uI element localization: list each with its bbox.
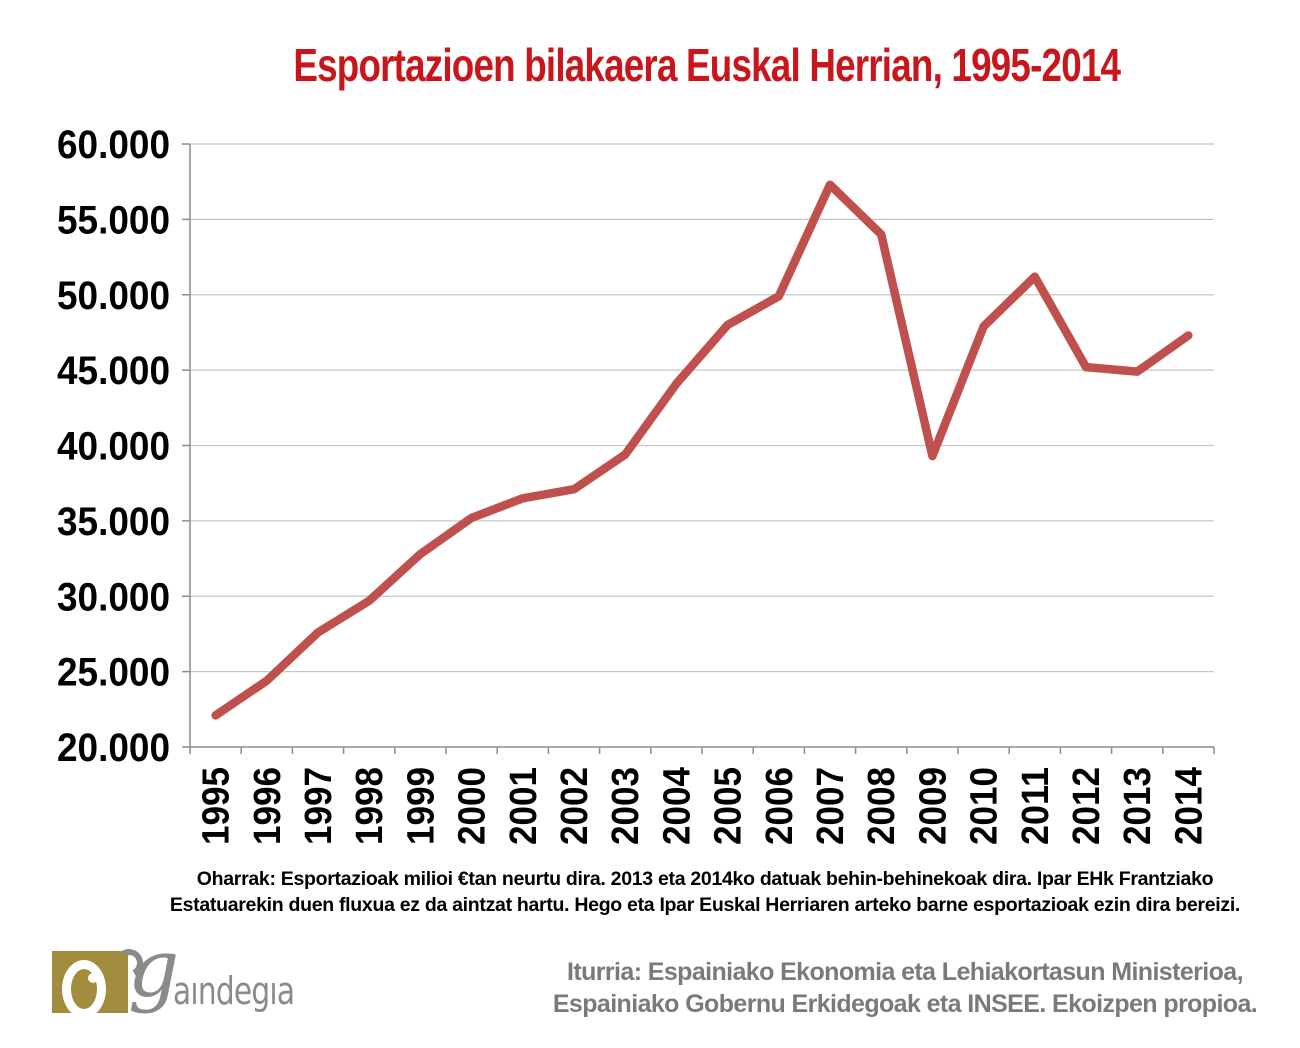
x-axis-label: 2014: [1168, 767, 1210, 845]
x-axis-label: 2011: [1015, 767, 1057, 845]
x-axis-label: 1997: [298, 767, 340, 845]
x-axis-label: 2006: [759, 767, 801, 845]
y-axis-label: 30.000: [57, 575, 170, 619]
x-axis-label: 2010: [964, 767, 1006, 845]
y-axis-label: 45.000: [57, 349, 170, 393]
gaindegia-logo: g aındegıa: [52, 929, 342, 1030]
exports-series-line: [211, 180, 1193, 720]
y-axis-label: 55.000: [57, 198, 170, 242]
y-axis-label: 60.000: [57, 123, 170, 167]
logo-ring-shape: [62, 960, 106, 1018]
x-axis-label: 2003: [605, 767, 647, 845]
logo-letter-g: g: [128, 922, 180, 1015]
x-axis-label: 2002: [554, 767, 596, 845]
x-axis-label: 1995: [196, 767, 238, 845]
y-axis-label: 35.000: [57, 500, 170, 544]
x-axis-label: 1999: [400, 767, 442, 845]
logo-wordmark: aındegıa: [173, 969, 295, 1013]
source-text: Iturria: Espainiako Ekonomia eta Lehiako…: [540, 956, 1270, 1020]
logo-dot-shape: [88, 973, 98, 983]
y-axis-label: 20.000: [57, 726, 170, 770]
logo-olive-icon: [52, 951, 128, 1018]
x-axis-label: 2000: [452, 767, 494, 845]
x-axis-label: 1998: [349, 767, 391, 845]
x-axis-label: 2012: [1066, 767, 1108, 845]
footnote-line-2: Estatuarekin duen fluxua ez da aintzat h…: [169, 894, 1241, 916]
x-axis-label: 2005: [708, 767, 750, 845]
x-axis-label: 1996: [247, 767, 289, 845]
x-axis-label: 2008: [861, 767, 903, 845]
x-axis-label: 2001: [503, 767, 545, 845]
y-axis-label: 25.000: [57, 651, 170, 695]
footnote: Oharrak: Esportazioak milioi €tan neurtu…: [150, 866, 1260, 918]
x-axis-label: 2007: [810, 767, 852, 845]
y-axis-label: 40.000: [57, 425, 170, 469]
footnote-line-1: Oharrak: Esportazioak milioi €tan neurtu…: [196, 868, 1214, 890]
chart-title-text: Esportazioen bilakaera Euskal Herrian, 1…: [293, 39, 1121, 91]
source-line-2: Espainiako Gobernu Erkidegoak eta INSEE.…: [552, 990, 1258, 1018]
x-axis-label: 2009: [912, 767, 954, 845]
x-axis-label: 2004: [656, 767, 698, 845]
chart-title: Esportazioen bilakaera Euskal Herrian, 1…: [190, 38, 1214, 92]
x-axis-label: 2013: [1117, 767, 1159, 845]
y-axis-label: 50.000: [57, 274, 170, 318]
line-chart: 20.000 25.000 30.000 35.000 40.000 45.000 50.0…: [57, 123, 1215, 845]
source-line-1: Iturria: Espainiako Ekonomia eta Lehiako…: [567, 958, 1244, 986]
